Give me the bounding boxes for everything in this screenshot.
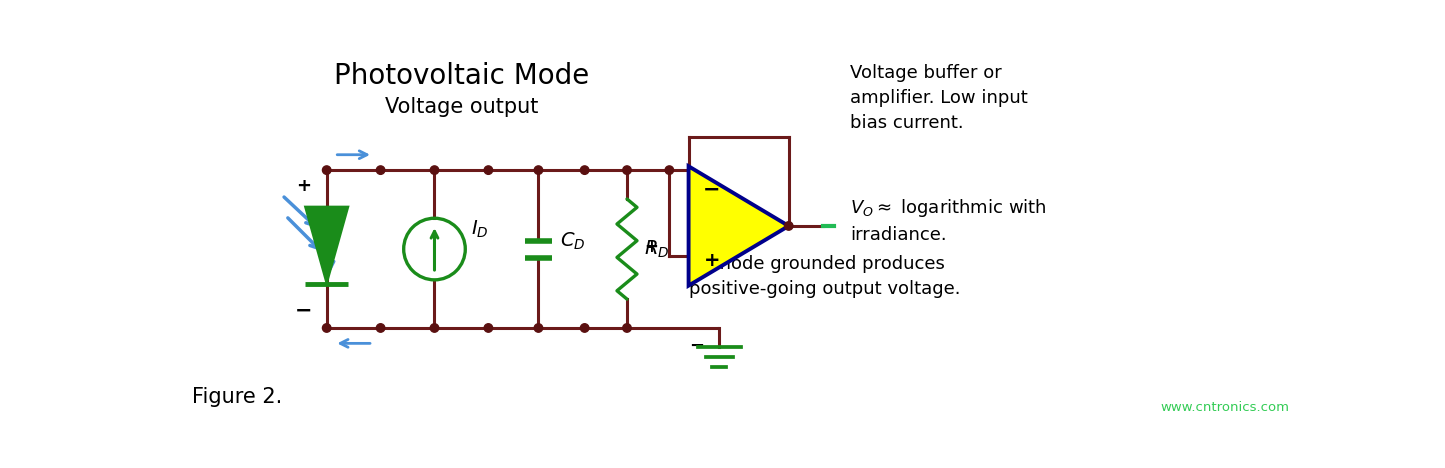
Circle shape xyxy=(535,324,543,332)
Circle shape xyxy=(376,324,384,332)
Text: −: − xyxy=(689,337,704,355)
Circle shape xyxy=(785,222,793,230)
Circle shape xyxy=(581,166,590,175)
Text: $R_D$: $R_D$ xyxy=(644,238,669,260)
Circle shape xyxy=(535,166,543,175)
Polygon shape xyxy=(305,207,348,284)
Text: Figure 2.: Figure 2. xyxy=(192,388,282,407)
Text: Voltage buffer or
amplifier. Low input
bias current.: Voltage buffer or amplifier. Low input b… xyxy=(850,64,1027,132)
Circle shape xyxy=(581,324,590,332)
Circle shape xyxy=(322,324,331,332)
Polygon shape xyxy=(689,166,789,285)
Circle shape xyxy=(376,166,384,175)
Text: +: + xyxy=(296,176,311,195)
Text: Voltage output: Voltage output xyxy=(384,97,538,117)
Text: $V_O \approx$ logarithmic with
irradiance.: $V_O \approx$ logarithmic with irradianc… xyxy=(850,197,1048,244)
Circle shape xyxy=(431,324,439,332)
Text: +: + xyxy=(644,238,657,256)
Circle shape xyxy=(322,166,331,175)
Text: $C_D$: $C_D$ xyxy=(561,231,585,252)
Circle shape xyxy=(623,324,631,332)
Text: +: + xyxy=(704,251,720,270)
Circle shape xyxy=(484,324,493,332)
Text: Cathode grounded produces
positive-going output voltage.: Cathode grounded produces positive-going… xyxy=(689,255,959,298)
Circle shape xyxy=(665,166,673,175)
Text: −: − xyxy=(702,179,721,199)
Circle shape xyxy=(484,166,493,175)
Text: −: − xyxy=(295,301,312,321)
Circle shape xyxy=(431,166,439,175)
Text: Photovoltaic Mode: Photovoltaic Mode xyxy=(334,62,590,90)
Text: $I_D$: $I_D$ xyxy=(471,219,488,241)
Circle shape xyxy=(623,166,631,175)
Text: www.cntronics.com: www.cntronics.com xyxy=(1160,401,1289,414)
